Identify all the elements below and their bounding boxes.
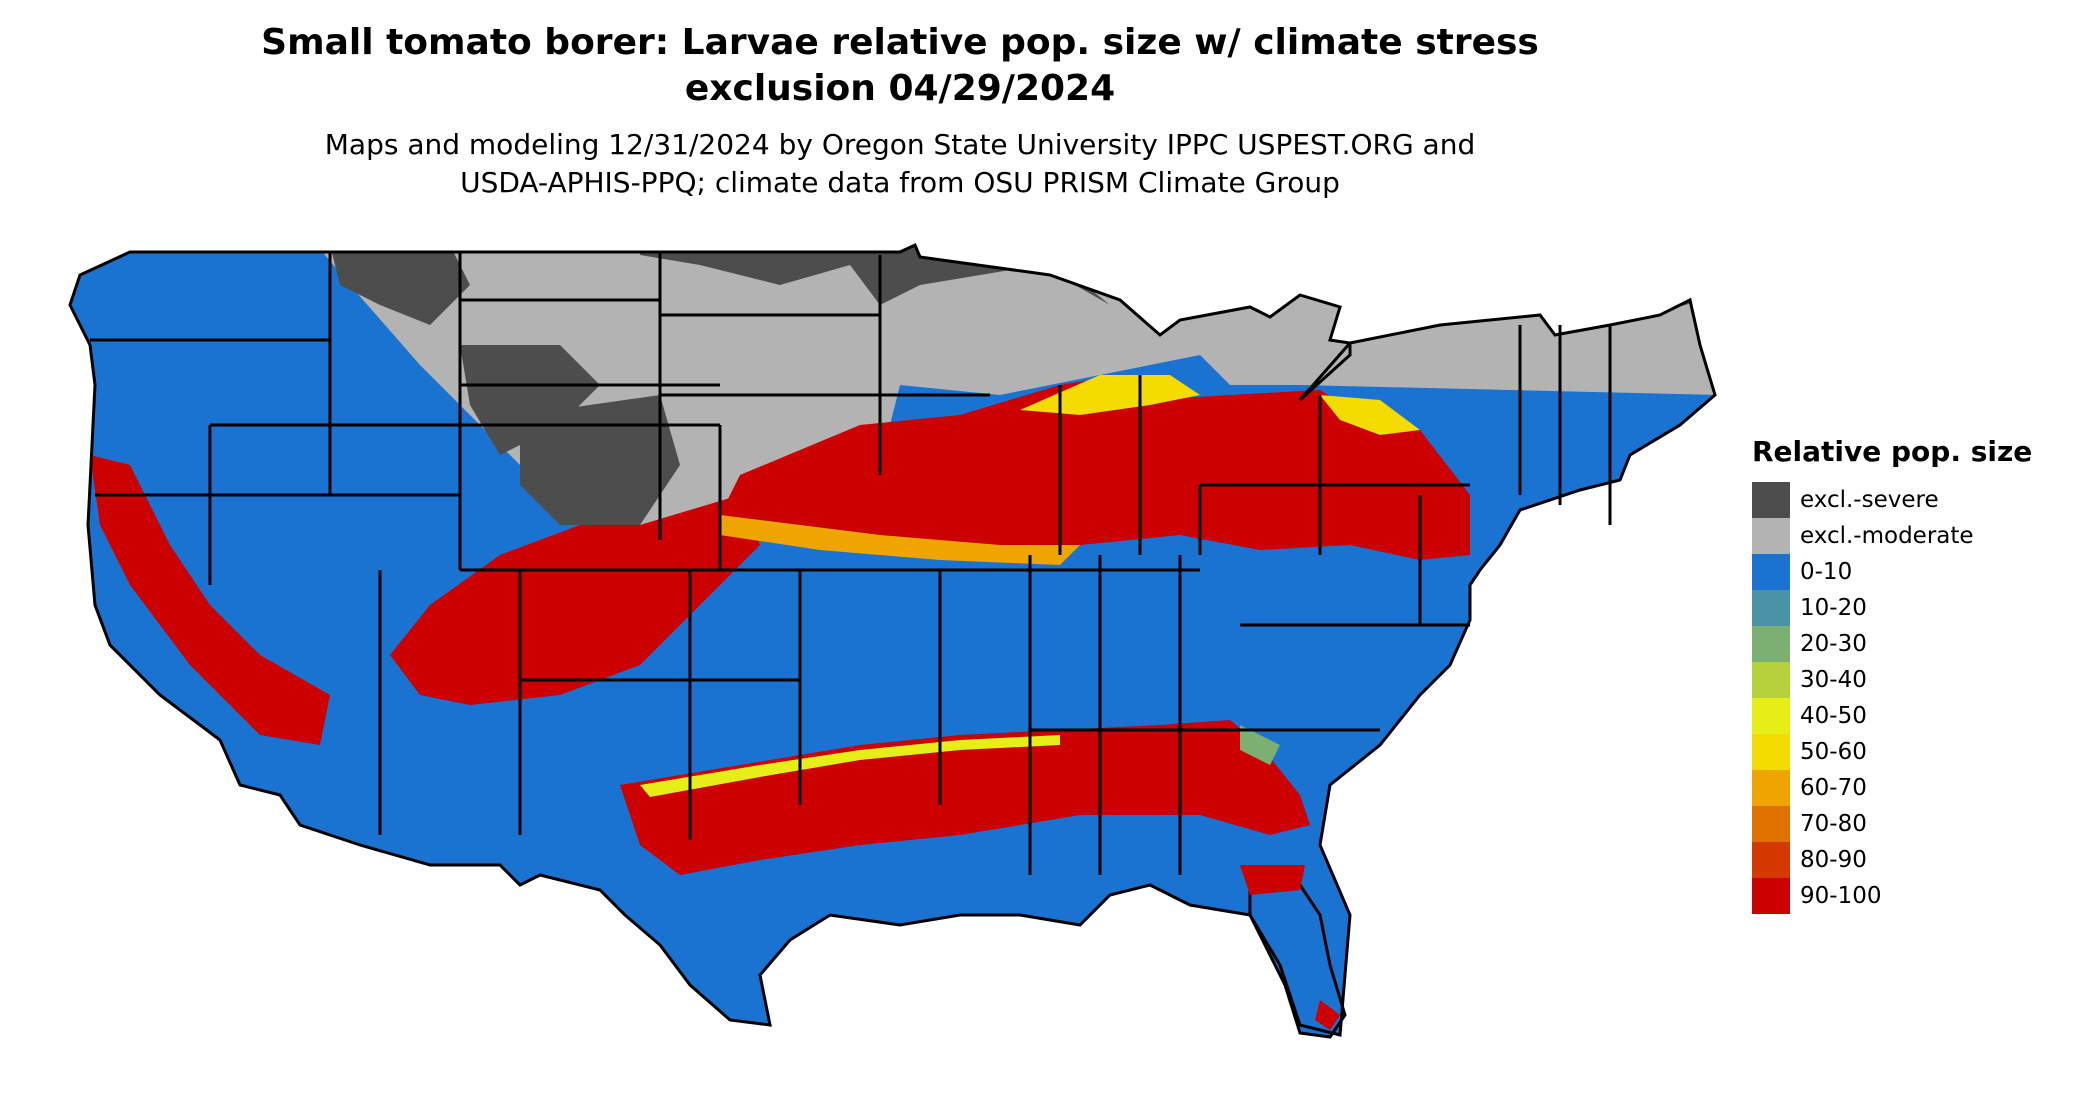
legend-swatch (1752, 590, 1790, 626)
us-map (68, 243, 1717, 1039)
legend-label: excl.-moderate (1800, 523, 1974, 549)
legend-label: 60-70 (1800, 775, 1867, 801)
map-title: Small tomato borer: Larvae relative pop.… (0, 20, 1800, 112)
legend-swatch (1752, 698, 1790, 734)
legend-label: 30-40 (1800, 667, 1867, 693)
legend-swatch (1752, 806, 1790, 842)
subtitle-line-1: Maps and modeling 12/31/2024 by Oregon S… (324, 128, 1476, 161)
legend-swatch (1752, 770, 1790, 806)
legend-label: 80-90 (1800, 847, 1867, 873)
legend-item-60-70: 60-70 (1752, 770, 2032, 806)
legend-item-70-80: 70-80 (1752, 806, 2032, 842)
legend-label: 70-80 (1800, 811, 1867, 837)
legend-swatch (1752, 662, 1790, 698)
legend-label: 20-30 (1800, 631, 1867, 657)
legend-label: 90-100 (1800, 883, 1882, 909)
legend-swatch (1752, 518, 1790, 554)
legend-label: 40-50 (1800, 703, 1867, 729)
florida (1248, 883, 1347, 1039)
legend: Relative pop. size excl.-severe excl.-mo… (1752, 435, 2032, 914)
map-subtitle: Maps and modeling 12/31/2024 by Oregon S… (0, 126, 1800, 202)
legend-swatch (1752, 734, 1790, 770)
legend-swatch (1752, 626, 1790, 662)
title-line-1: Small tomato borer: Larvae relative pop.… (261, 22, 1539, 63)
legend-swatch (1752, 554, 1790, 590)
legend-swatch (1752, 878, 1790, 914)
subtitle-line-2: USDA-APHIS-PPQ; climate data from OSU PR… (460, 166, 1340, 199)
legend-swatch (1752, 842, 1790, 878)
legend-label: 0-10 (1800, 559, 1853, 585)
legend-item-30-40: 30-40 (1752, 662, 2032, 698)
legend-label: 10-20 (1800, 595, 1867, 621)
title-line-2: exclusion 04/29/2024 (684, 68, 1116, 109)
legend-label: 50-60 (1800, 739, 1867, 765)
legend-swatch (1752, 482, 1790, 518)
state-borders (90, 252, 1612, 875)
legend-item-excl-moderate: excl.-moderate (1752, 518, 2032, 554)
legend-item-90-100: 90-100 (1752, 878, 2032, 914)
legend-item-0-10: 0-10 (1752, 554, 2032, 590)
legend-item-40-50: 40-50 (1752, 698, 2032, 734)
legend-item-excl-severe: excl.-severe (1752, 482, 2032, 518)
legend-item-80-90: 80-90 (1752, 842, 2032, 878)
legend-item-10-20: 10-20 (1752, 590, 2032, 626)
legend-item-20-30: 20-30 (1752, 626, 2032, 662)
legend-items: excl.-severe excl.-moderate 0-10 10-20 2… (1752, 482, 2032, 914)
legend-label: excl.-severe (1800, 487, 1939, 513)
legend-title: Relative pop. size (1752, 435, 2033, 468)
legend-item-50-60: 50-60 (1752, 734, 2032, 770)
map-fill (70, 245, 1715, 1035)
